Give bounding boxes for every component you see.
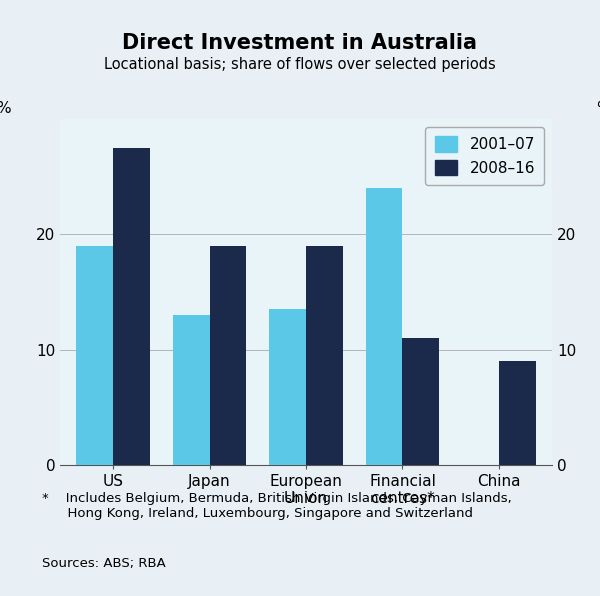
Legend: 2001–07, 2008–16: 2001–07, 2008–16 — [425, 127, 544, 185]
Text: *    Includes Belgium, Bermuda, British Virgin Islands, Cayman Islands,
      Ho: * Includes Belgium, Bermuda, British Vir… — [42, 492, 512, 520]
Bar — [76, 246, 113, 465]
Bar — [269, 309, 306, 465]
Bar — [499, 361, 536, 465]
Bar — [403, 338, 439, 465]
Bar — [173, 315, 209, 465]
Text: %: % — [596, 101, 600, 116]
Text: Sources: ABS; RBA: Sources: ABS; RBA — [42, 557, 166, 570]
Bar — [306, 246, 343, 465]
Text: Locational basis; share of flows over selected periods: Locational basis; share of flows over se… — [104, 57, 496, 72]
Bar — [209, 246, 246, 465]
Bar — [366, 188, 403, 465]
Text: %: % — [0, 101, 11, 116]
Text: Direct Investment in Australia: Direct Investment in Australia — [122, 33, 478, 53]
Bar — [113, 148, 150, 465]
